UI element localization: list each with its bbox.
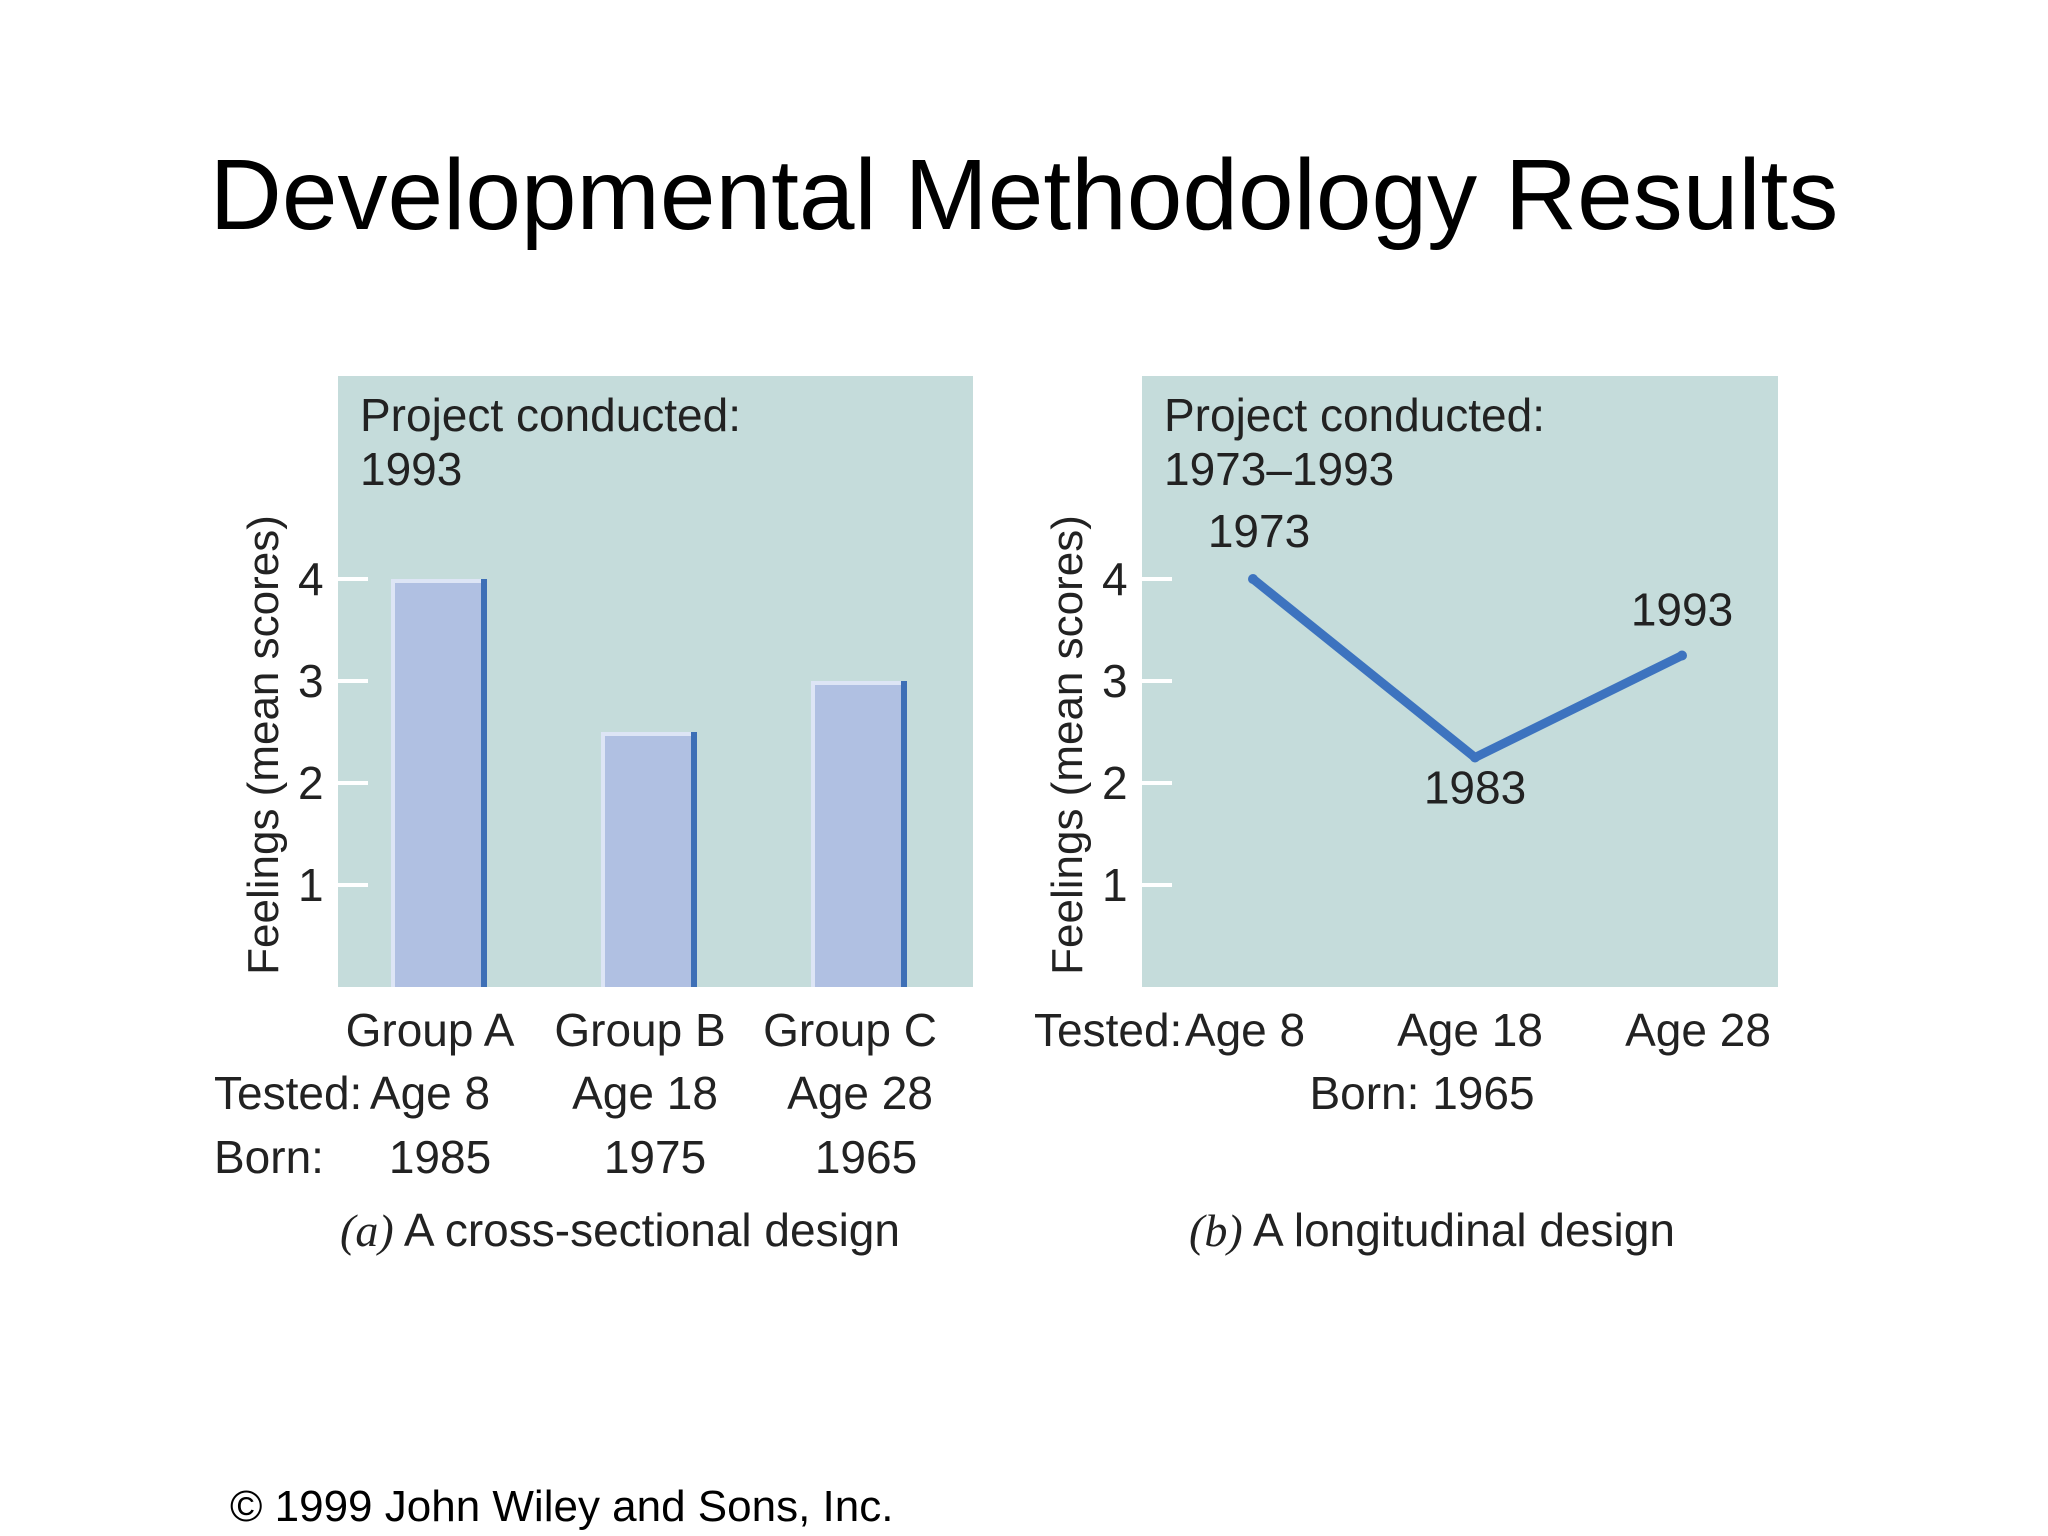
born-year-group-a: 1985 <box>388 1131 492 1183</box>
bar-body <box>395 583 483 987</box>
caption-longitudinal: (b) A longitudinal design <box>1189 1203 1675 1258</box>
born-year-group-c: 1965 <box>814 1131 918 1183</box>
caption-text: A longitudinal design <box>1252 1204 1675 1256</box>
y-tick-label: 2 <box>1102 757 1128 809</box>
y-tick-label: 4 <box>1102 553 1128 605</box>
bar-edge <box>481 579 487 987</box>
project-years: 1973–1993 <box>1164 443 1395 495</box>
slide-title: Developmental Methodology Results <box>209 139 1839 251</box>
data-point-1993 <box>1677 650 1687 661</box>
y-tick-label: 2 <box>298 757 324 809</box>
data-label-1973: 1973 <box>1208 505 1310 557</box>
data-point-1983 <box>1470 752 1480 763</box>
x-label-age-28: Age 28 <box>1625 1004 1771 1056</box>
bar-edge <box>901 681 907 987</box>
bar-group-c <box>811 681 907 987</box>
project-conducted-label: Project conducted: <box>1164 389 1546 441</box>
bar-body <box>815 685 903 987</box>
caption-letter: (a) <box>340 1205 394 1256</box>
caption-cross-sectional: (a) A cross-sectional design <box>340 1203 900 1258</box>
tested-row-label: Tested: <box>214 1067 363 1119</box>
y-tick-label: 3 <box>298 655 324 707</box>
y-tick-label: 1 <box>1102 859 1128 911</box>
series-line <box>1248 574 1687 762</box>
data-label-1993: 1993 <box>1631 584 1733 636</box>
tested-age-group-a: Age 8 <box>369 1067 491 1119</box>
bar-group-a <box>391 579 487 987</box>
born-row-label: Born: <box>214 1131 324 1183</box>
born-label: Born: 1965 <box>1309 1067 1535 1119</box>
category-label-group-b: Group B <box>554 1004 726 1056</box>
born-year-group-b: 1975 <box>603 1131 707 1183</box>
y-axis-label: Feelings (mean scores) <box>1043 515 1092 975</box>
tested-age-group-b: Age 18 <box>572 1067 718 1119</box>
tested-age-group-c: Age 28 <box>787 1067 933 1119</box>
data-point-1973 <box>1248 574 1258 584</box>
line-chart-plot: 1973 1983 1993 <box>1142 505 1733 887</box>
category-label-group-c: Group C <box>763 1004 937 1056</box>
bar-chart-plot <box>338 577 907 987</box>
bar-body <box>605 736 693 987</box>
bar-edge <box>691 732 697 987</box>
caption-letter: (b) <box>1189 1205 1243 1256</box>
project-years: 1993 <box>360 443 463 495</box>
caption-text: A cross-sectional design <box>403 1204 900 1256</box>
data-label-1983: 1983 <box>1424 762 1526 814</box>
chart-panel-longitudinal: Project conducted: 1973–1993 1973 1983 199… <box>1142 376 1778 987</box>
copyright-footer: © 1999 John Wiley and Sons, Inc. <box>230 1482 894 1531</box>
y-axis-label: Feelings (mean scores) <box>239 515 288 975</box>
tested-row-label: Tested: <box>1034 1004 1183 1056</box>
x-label-age-18: Age 18 <box>1397 1004 1543 1056</box>
y-tick-label: 4 <box>298 553 324 605</box>
x-label-age-8: Age 8 <box>1184 1004 1306 1056</box>
chart-panel-cross-sectional: Project conducted: 1993 <box>338 376 973 987</box>
bar-group-b <box>601 732 697 987</box>
y-tick-label: 1 <box>298 859 324 911</box>
project-conducted-label: Project conducted: <box>360 389 742 441</box>
y-tick-label: 3 <box>1102 655 1128 707</box>
category-label-group-a: Group A <box>345 1004 515 1056</box>
